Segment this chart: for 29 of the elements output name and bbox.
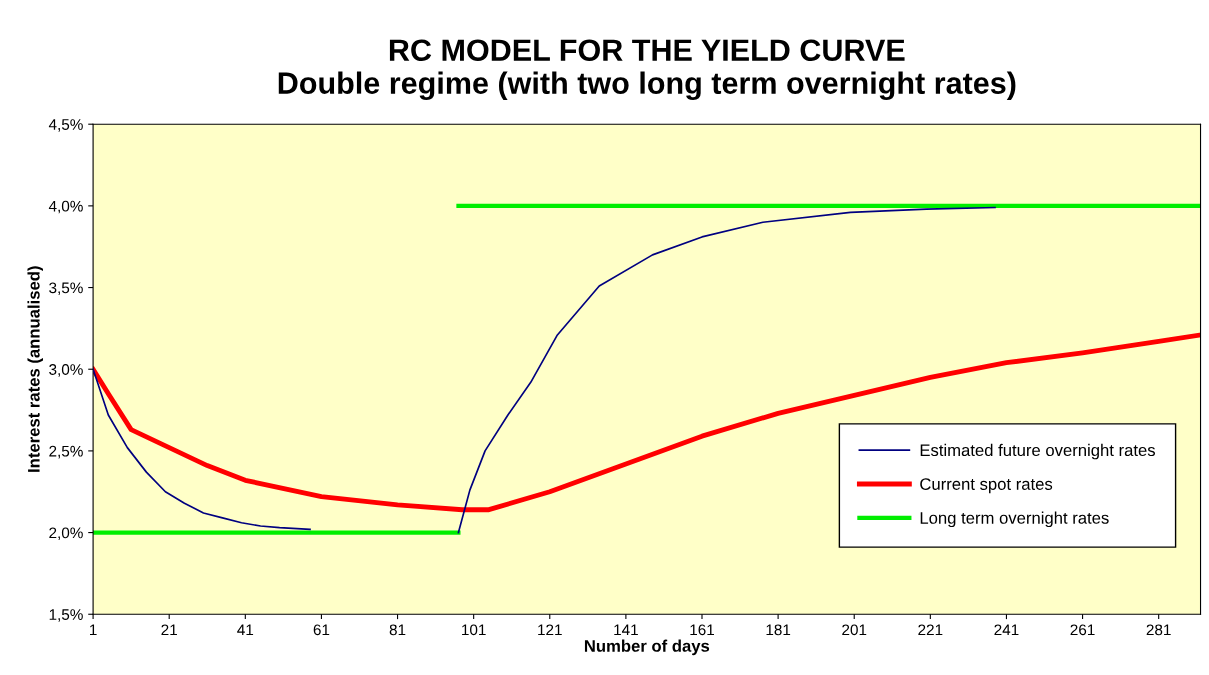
x-tick-label: 21 <box>161 624 177 636</box>
y-tick-label: 2,0% <box>49 527 83 541</box>
y-tick-label: 2,5% <box>49 445 83 459</box>
x-tick-label: 1 <box>90 624 97 636</box>
x-tick-label: 241 <box>994 624 1019 636</box>
x-tick-label: 101 <box>462 624 486 636</box>
x-tick-label: 201 <box>842 624 867 636</box>
x-axis-title: Number of days <box>584 639 710 656</box>
x-tick-label: 221 <box>918 624 943 636</box>
y-tick-label: 1,5% <box>49 609 83 622</box>
x-tick-label: 81 <box>389 624 406 636</box>
x-tick-label: 181 <box>766 624 791 636</box>
x-tick-label: 281 <box>1146 624 1171 636</box>
x-tick-label: 161 <box>690 624 714 636</box>
y-axis-title: Interest rates (annualised) <box>27 266 43 472</box>
x-tick-label: 61 <box>313 624 330 636</box>
legend-label: Current spot rates <box>920 478 1053 494</box>
legend-label: Long term overnight rates <box>920 511 1109 528</box>
line-series <box>93 332 1201 513</box>
x-tick-label: 121 <box>538 624 562 636</box>
x-tick-label: 41 <box>237 624 254 636</box>
y-tick-label: 4,5% <box>48 119 83 132</box>
y-tick-label: 4,0% <box>48 200 83 214</box>
legend-label: Estimated future overnight rates <box>920 443 1156 460</box>
x-tick-label: 261 <box>1070 624 1095 636</box>
y-tick-label: 3,0% <box>49 364 83 377</box>
y-tick-label: 3,5% <box>49 282 83 296</box>
x-tick-label: 141 <box>614 624 638 636</box>
chart-title: RC MODEL FOR THE YIELD CURVE Double regime (with two long term overnight rates) <box>278 39 1016 101</box>
